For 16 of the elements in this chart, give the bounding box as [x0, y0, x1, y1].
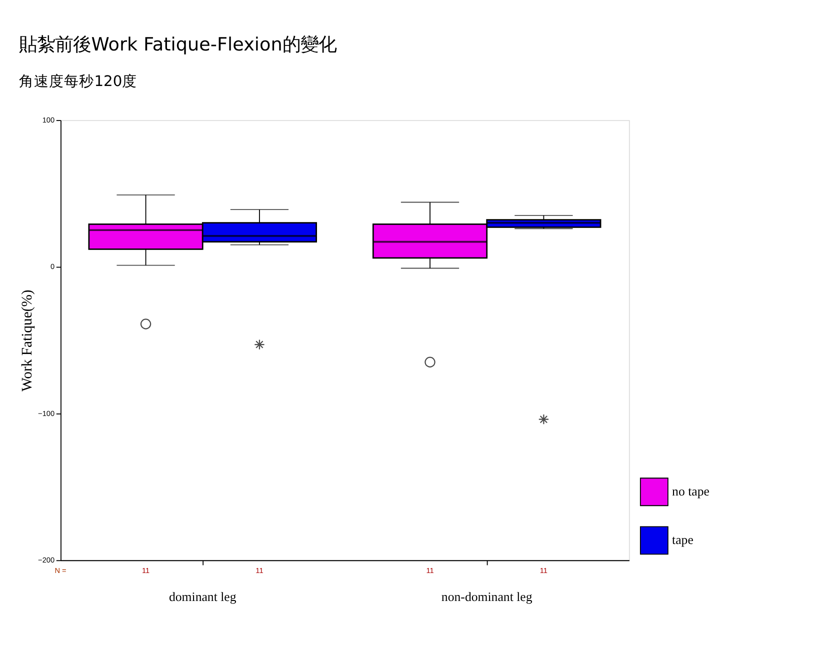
x-tick-label: non-dominant leg: [441, 590, 533, 604]
legend-label: tape: [672, 533, 694, 548]
y-tick-label: −200: [38, 555, 55, 564]
x-tick-label: dominant leg: [168, 590, 237, 604]
text: 11: [540, 566, 548, 576]
chart-title: 貼紮前後Work Fatique-Flexion的變化: [19, 34, 336, 56]
y-tick-label: 0: [50, 262, 55, 272]
y-axis-title: Work Fatique(%): [20, 290, 36, 392]
text: 11: [142, 566, 150, 576]
legend-label: no tape: [672, 484, 710, 499]
chart-subtitle: 角速度每秒120度: [19, 73, 138, 90]
y-tick-label: −100: [38, 408, 55, 418]
text: 11: [426, 566, 434, 576]
text: N =: [54, 566, 66, 576]
text: 11: [256, 566, 264, 576]
y-tick-label: 100: [42, 115, 55, 124]
